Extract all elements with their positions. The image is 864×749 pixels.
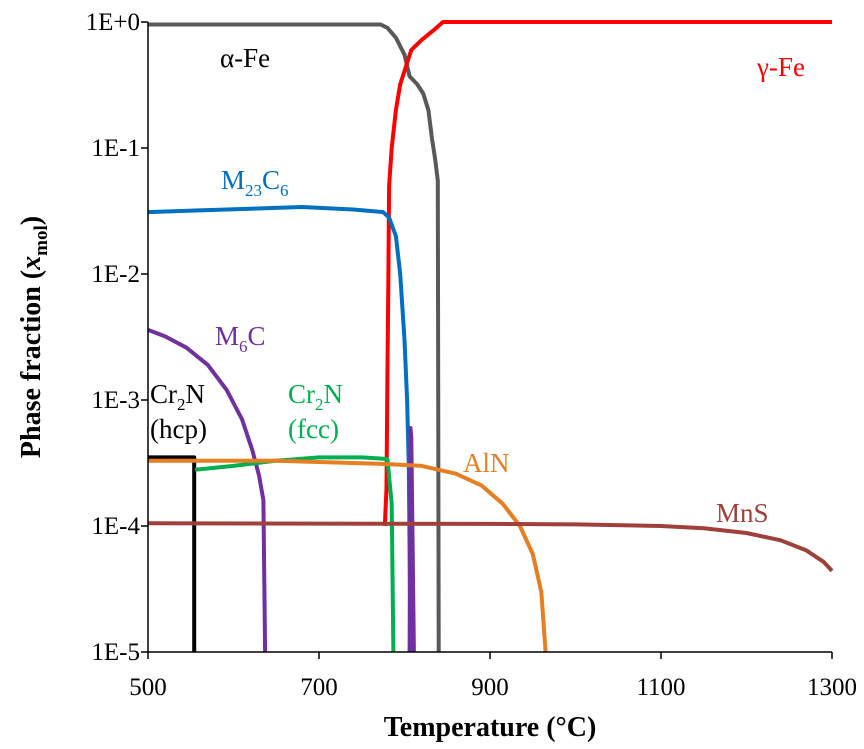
y-tick-label: 1E-2 [91, 261, 140, 288]
x-tick-label: 900 [471, 674, 509, 701]
series-label-mns: MnS [716, 498, 769, 528]
y-axis-title: Phase fraction (xmol) [16, 216, 52, 458]
x-tick-label: 1300 [807, 674, 857, 701]
series-label-cr2n-fcc-line2: (fcc) [288, 414, 339, 444]
series-label-fe: γ-Fe [756, 52, 805, 82]
series-line-mns [147, 521, 834, 573]
series-layer [147, 20, 834, 653]
y-tick-label: 1E-3 [91, 387, 140, 414]
series-line-aln [148, 458, 548, 653]
x-tick-label: 500 [129, 674, 167, 701]
series-line-m6c [147, 328, 268, 653]
series-label-m23c6: M23C6 [221, 165, 289, 200]
series-line-m6c-spike [407, 426, 416, 653]
x-tick-label: 1100 [636, 674, 685, 701]
series-label-fe: α-Fe [220, 43, 270, 73]
series-line-fe [148, 22, 441, 653]
series-line-m23c6 [147, 205, 413, 653]
ticks-layer: 1E-5 1E-4 1E-3 1E-2 1E-1 1E+0 500 700 900 1100 130… [86, 9, 857, 701]
y-tick-label: 1E-4 [91, 513, 140, 540]
x-tick-label: 700 [300, 674, 338, 701]
y-tick-label: 1E-5 [91, 639, 140, 666]
series-label-cr2n-hcp-line2: (hcp) [150, 414, 207, 444]
series-line-fe [382, 20, 832, 527]
y-tick-label: 1E+0 [86, 9, 140, 36]
series-label-m6c: M6C [215, 321, 266, 356]
series-label-cr2n-fcc: Cr2N [288, 379, 343, 414]
x-axis-title: Temperature (°C) [384, 712, 597, 743]
series-label-cr2n-hcp: Cr2N [150, 379, 205, 414]
y-tick-label: 1E-1 [91, 135, 140, 162]
series-line-cr2n-hcp [148, 455, 197, 652]
series-label-aln: AlN [463, 448, 510, 478]
series-line-cr2n-fcc [194, 455, 396, 653]
